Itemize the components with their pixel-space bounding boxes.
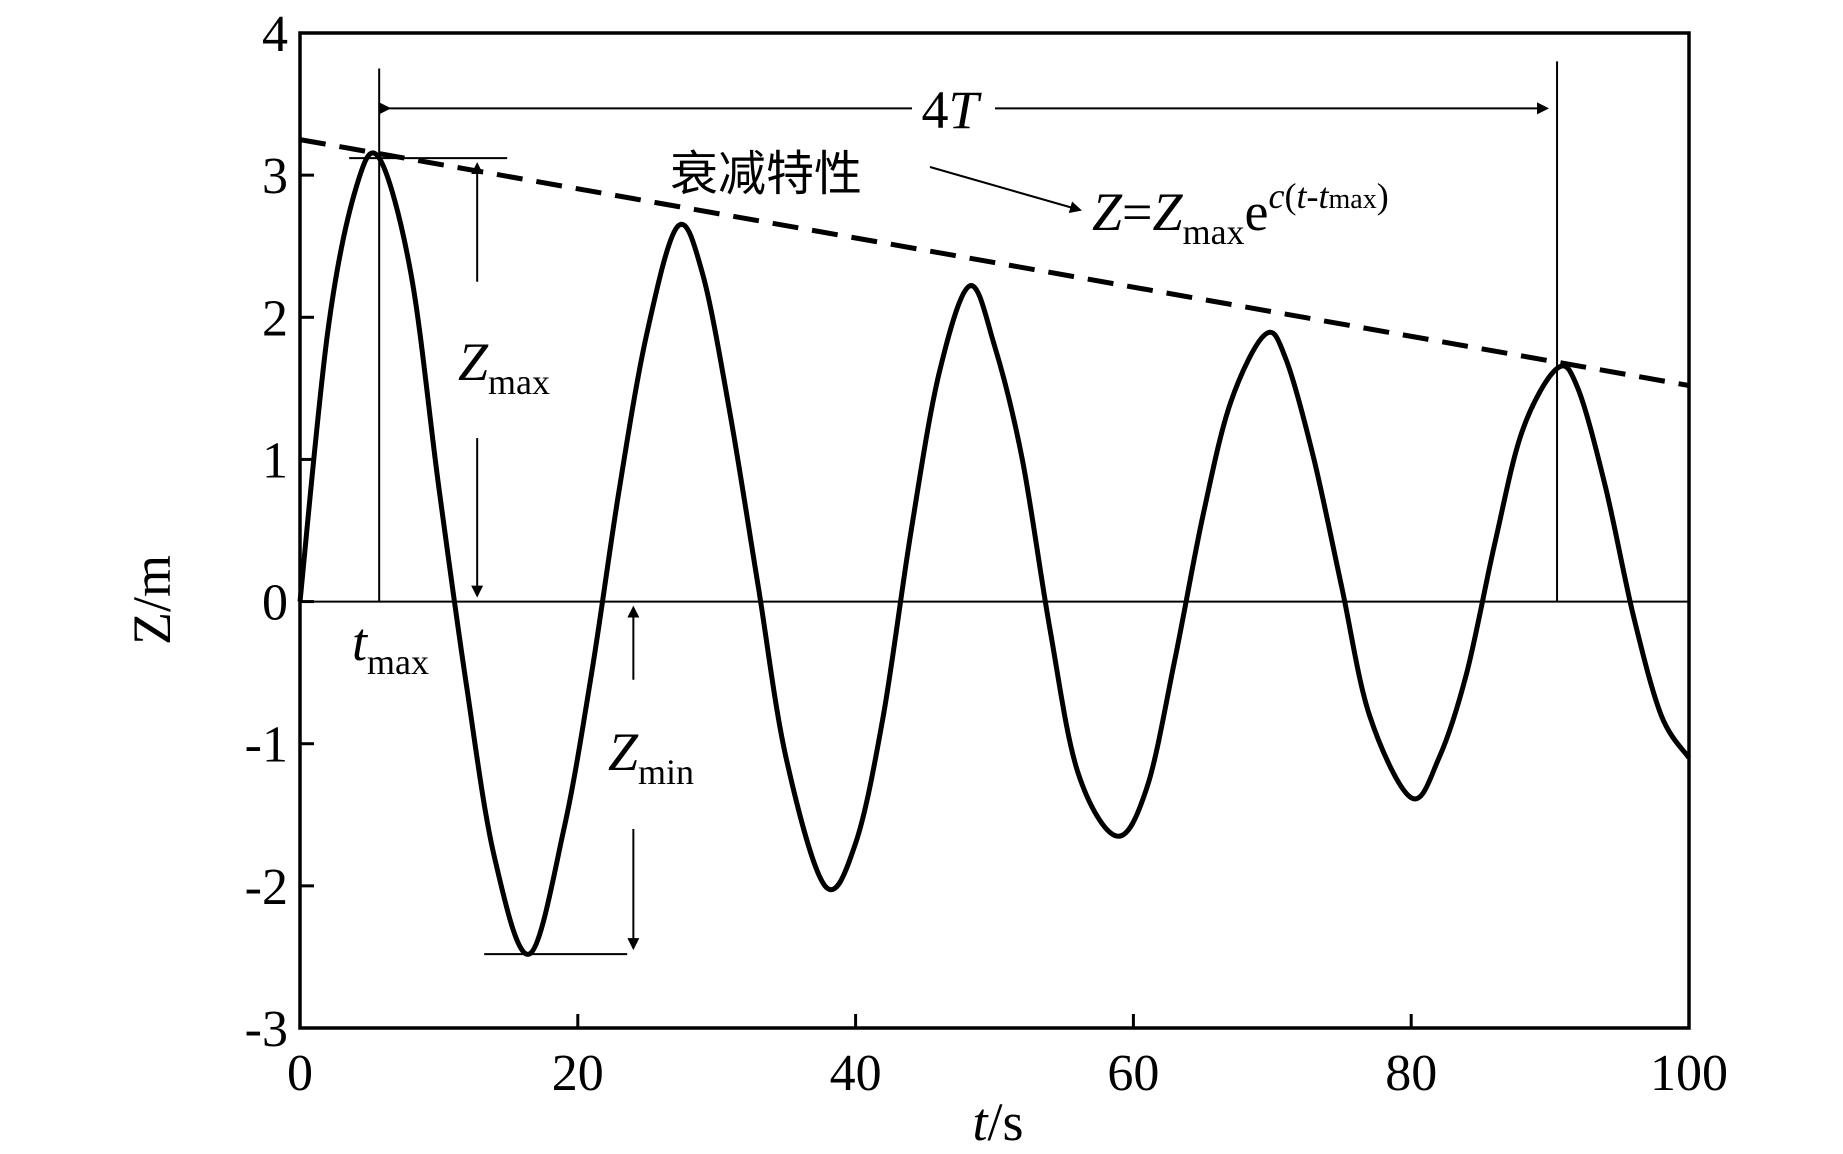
y-tick-label: 2: [262, 290, 288, 347]
decay-pointer-arrow: [929, 166, 1082, 214]
series-group: [297, 137, 1692, 957]
x-tick-label: 40: [830, 1045, 882, 1102]
oscillation-curve: [297, 150, 1692, 957]
y-tick-label: -1: [245, 717, 288, 774]
y-tick-label: 0: [262, 575, 288, 632]
x-axis-title: t/s: [972, 1092, 1023, 1152]
zmax-label: Zmax: [458, 332, 550, 402]
decay-envelope-line: [299, 137, 1690, 388]
axis-ticks: [298, 31, 1691, 1030]
period-label: 4T: [921, 80, 982, 140]
y-tick-label: -2: [245, 859, 288, 916]
zmin-label: Zmin: [608, 722, 694, 792]
x-tick-label: 0: [287, 1045, 313, 1102]
y-tick-label: 3: [262, 148, 288, 205]
y-axis-title: Z/m: [122, 555, 182, 645]
y-tick-label: 4: [262, 6, 288, 63]
y-tick-label: -3: [245, 1001, 288, 1058]
x-tick-label: 80: [1385, 1045, 1437, 1102]
annotation-arrows: [349, 102, 1550, 956]
decay-formula: Z=Zmaxec(t-tmax): [1092, 176, 1389, 252]
x-tick-label: 100: [1650, 1045, 1728, 1102]
y-tick-label: 1: [262, 432, 288, 489]
reference-lines: [300, 61, 1689, 603]
decay-characteristic-label: 衰减特性: [670, 146, 862, 202]
x-tick-label: 60: [1107, 1045, 1159, 1102]
plot-frame: [298, 31, 1691, 1030]
axis-tick-labels: 0 20 40 60 80 100 -3 -2 -1 0 1 2 3 4: [245, 6, 1728, 1102]
tmax-label: tmax: [352, 612, 429, 682]
x-tick-label: 20: [552, 1045, 604, 1102]
